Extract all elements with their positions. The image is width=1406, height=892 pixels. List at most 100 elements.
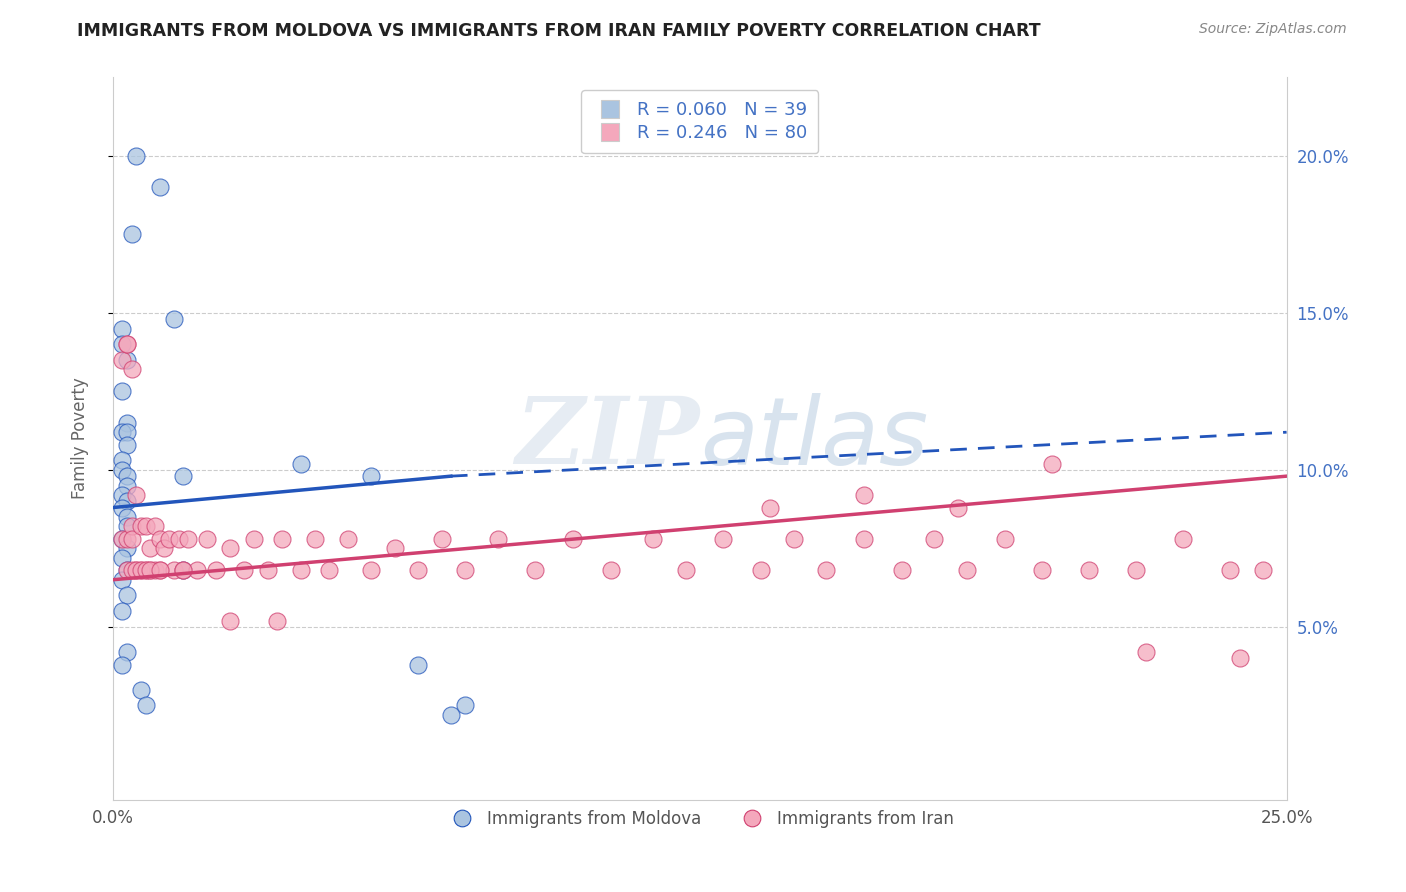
Point bbox=[853, 532, 876, 546]
Point bbox=[1031, 563, 1053, 577]
Point bbox=[115, 416, 138, 430]
Point bbox=[853, 488, 876, 502]
Point bbox=[454, 563, 477, 577]
Point bbox=[139, 541, 162, 556]
Point bbox=[111, 550, 134, 565]
Point bbox=[1078, 563, 1101, 577]
Point bbox=[815, 563, 838, 577]
Point bbox=[115, 563, 138, 577]
Point bbox=[994, 532, 1017, 546]
Point bbox=[406, 657, 429, 672]
Point bbox=[360, 563, 382, 577]
Point bbox=[172, 469, 194, 483]
Point bbox=[143, 563, 166, 577]
Point bbox=[111, 500, 134, 515]
Point bbox=[1229, 651, 1251, 665]
Point bbox=[195, 532, 218, 546]
Point bbox=[129, 519, 152, 533]
Point bbox=[454, 698, 477, 713]
Text: Source: ZipAtlas.com: Source: ZipAtlas.com bbox=[1199, 22, 1347, 37]
Point bbox=[129, 563, 152, 577]
Legend: Immigrants from Moldova, Immigrants from Iran: Immigrants from Moldova, Immigrants from… bbox=[439, 803, 960, 835]
Point bbox=[641, 532, 664, 546]
Point bbox=[149, 532, 172, 546]
Point bbox=[149, 563, 172, 577]
Text: ZIP: ZIP bbox=[516, 393, 700, 483]
Point bbox=[111, 337, 134, 351]
Point bbox=[711, 532, 734, 546]
Point bbox=[167, 532, 190, 546]
Point bbox=[172, 563, 194, 577]
Point bbox=[135, 698, 157, 713]
Point bbox=[1040, 457, 1063, 471]
Point bbox=[290, 457, 312, 471]
Point bbox=[219, 541, 242, 556]
Point bbox=[115, 337, 138, 351]
Point bbox=[486, 532, 509, 546]
Point bbox=[956, 563, 979, 577]
Point bbox=[153, 541, 176, 556]
Point bbox=[135, 563, 157, 577]
Point bbox=[129, 682, 152, 697]
Point bbox=[149, 180, 172, 194]
Point bbox=[599, 563, 621, 577]
Point bbox=[172, 563, 194, 577]
Point bbox=[406, 563, 429, 577]
Point bbox=[890, 563, 912, 577]
Point bbox=[121, 227, 143, 242]
Point bbox=[111, 453, 134, 467]
Point bbox=[115, 510, 138, 524]
Point bbox=[360, 469, 382, 483]
Point bbox=[111, 657, 134, 672]
Point bbox=[304, 532, 326, 546]
Point bbox=[336, 532, 359, 546]
Text: IMMIGRANTS FROM MOLDOVA VS IMMIGRANTS FROM IRAN FAMILY POVERTY CORRELATION CHART: IMMIGRANTS FROM MOLDOVA VS IMMIGRANTS FR… bbox=[77, 22, 1040, 40]
Point bbox=[318, 563, 340, 577]
Point bbox=[562, 532, 585, 546]
Point bbox=[129, 563, 152, 577]
Point bbox=[924, 532, 946, 546]
Point bbox=[115, 425, 138, 440]
Point bbox=[115, 469, 138, 483]
Point bbox=[163, 563, 186, 577]
Point bbox=[111, 321, 134, 335]
Text: atlas: atlas bbox=[700, 393, 928, 484]
Point bbox=[111, 532, 134, 546]
Point bbox=[163, 312, 186, 326]
Point bbox=[111, 353, 134, 368]
Point bbox=[111, 604, 134, 618]
Point bbox=[111, 425, 134, 440]
Point bbox=[121, 519, 143, 533]
Point bbox=[290, 563, 312, 577]
Point bbox=[759, 500, 782, 515]
Point bbox=[121, 532, 143, 546]
Point bbox=[135, 563, 157, 577]
Point bbox=[1219, 563, 1241, 577]
Point bbox=[946, 500, 969, 515]
Point bbox=[1125, 563, 1147, 577]
Point bbox=[1251, 563, 1274, 577]
Point bbox=[1173, 532, 1195, 546]
Point bbox=[111, 532, 134, 546]
Point bbox=[115, 519, 138, 533]
Point bbox=[115, 478, 138, 492]
Point bbox=[430, 532, 453, 546]
Point bbox=[172, 563, 194, 577]
Point bbox=[111, 488, 134, 502]
Point bbox=[270, 532, 292, 546]
Point bbox=[256, 563, 278, 577]
Point bbox=[111, 573, 134, 587]
Point bbox=[121, 563, 143, 577]
Point bbox=[121, 362, 143, 376]
Point bbox=[143, 519, 166, 533]
Point bbox=[115, 337, 138, 351]
Point bbox=[219, 614, 242, 628]
Point bbox=[266, 614, 288, 628]
Point bbox=[115, 645, 138, 659]
Point bbox=[125, 488, 148, 502]
Point bbox=[125, 563, 148, 577]
Point bbox=[115, 589, 138, 603]
Point bbox=[205, 563, 228, 577]
Point bbox=[149, 563, 172, 577]
Point bbox=[782, 532, 804, 546]
